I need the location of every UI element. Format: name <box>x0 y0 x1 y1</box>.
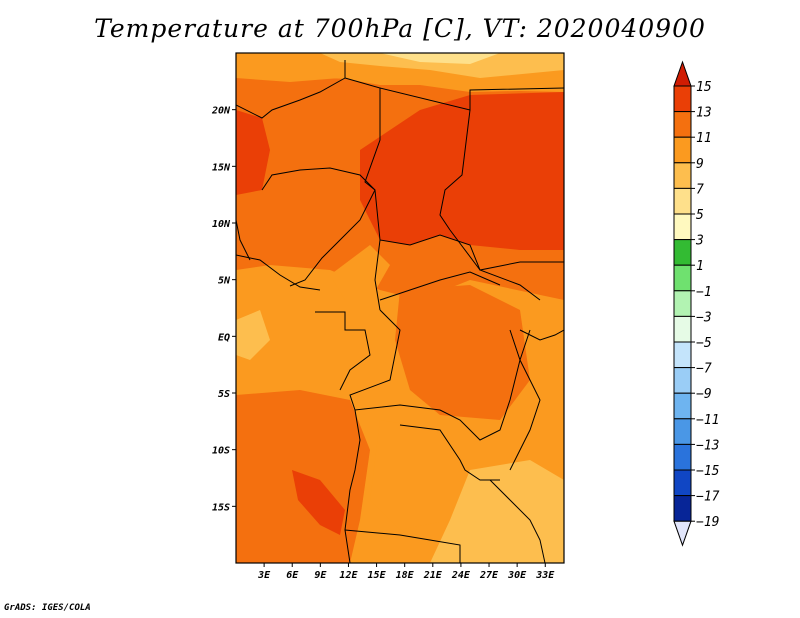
border-drc <box>349 309 531 441</box>
y-tick-label: 5N <box>218 276 231 287</box>
colorbar-swatch <box>673 162 692 189</box>
colorbar-label: −9 <box>696 387 712 402</box>
colorbar-label: 11 <box>696 131 712 146</box>
y-tick-label: 10S <box>212 446 230 457</box>
country-borders <box>236 60 564 563</box>
colorbar-label: 5 <box>696 208 704 223</box>
y-tick-label: EQ <box>218 332 230 343</box>
field-band-9-central <box>330 245 390 300</box>
y-tick-label: 15S <box>212 502 230 513</box>
colorbar-swatch <box>673 290 692 317</box>
x-tick-label: 33E <box>535 570 555 581</box>
colorbar-label: 15 <box>696 80 712 95</box>
colorbar-swatch <box>673 418 692 445</box>
border-namibia <box>344 529 461 563</box>
colorbar-label: −3 <box>696 310 712 325</box>
x-tick-label: 21E <box>423 570 443 581</box>
border-car-chad <box>379 234 564 271</box>
x-tick-label: 12E <box>339 570 358 581</box>
colorbar-label: −19 <box>696 515 719 530</box>
y-tick-label: 20N <box>211 106 231 117</box>
colorbar-swatch <box>673 367 692 394</box>
x-tick-label: 24E <box>451 570 471 581</box>
border-angola <box>344 409 361 563</box>
colorbar-swatch <box>673 341 692 369</box>
field-band-9-south <box>370 420 470 530</box>
x-tick-label: 27E <box>479 570 499 581</box>
border-chad-libya <box>379 87 564 111</box>
colorbar-label: −15 <box>696 464 720 479</box>
border-sudan-southsudan <box>449 229 541 301</box>
field-band-13-southwest <box>292 470 345 535</box>
colorbar-bottom-arrow <box>673 520 692 547</box>
colorbar-swatch <box>673 111 692 138</box>
colorbar-label: −1 <box>696 285 712 300</box>
border-lake-victoria <box>519 329 564 341</box>
field-band-7-southeast <box>430 460 564 563</box>
colorbar-swatch <box>673 213 692 241</box>
border-zambia <box>399 424 500 481</box>
colorbar-label: −13 <box>696 438 719 453</box>
colorbar-swatch <box>673 469 692 497</box>
x-tick-label: 30E <box>507 570 527 581</box>
field-band-5-north <box>380 53 500 64</box>
x-tick-label: 18E <box>396 570 415 581</box>
colorbar-swatch <box>673 315 692 343</box>
border-mozambique <box>489 479 546 563</box>
field-band-11-east <box>395 285 530 420</box>
border-chad-sudan <box>439 109 471 231</box>
chart-title: Temperature at 700hPa [C], VT: 202004090… <box>94 14 706 43</box>
y-tick-label: 10N <box>212 219 231 230</box>
border-cameroon-car <box>374 189 381 311</box>
colorbar-swatch <box>673 85 692 113</box>
border-west-coast <box>236 254 321 291</box>
border-car-drc <box>379 271 501 301</box>
coastline-west <box>236 219 251 261</box>
x-tick-label: 15E <box>368 570 387 581</box>
colorbar-swatch <box>673 239 692 266</box>
colorbar: 15 13 11 9 7 5 3 1 −1 −3 −5 −7 −9 −11 −13 −15 −17 −19 <box>673 60 720 547</box>
y-axis-ticks: 20N 15N 10N 5N EQ 5S 10S 15S <box>211 106 236 513</box>
y-tick-label: 5S <box>218 389 230 400</box>
colorbar-label: 3 <box>695 234 704 249</box>
map-frame <box>235 52 565 564</box>
field-band-7-west <box>236 310 270 360</box>
grads-credit: GrADS: IGES/COLA <box>4 603 91 613</box>
colorbar-label: −11 <box>696 413 719 428</box>
y-tick-label: 15N <box>212 162 231 173</box>
colorbar-label: −7 <box>696 362 712 377</box>
x-tick-label: 6E <box>286 570 299 581</box>
colorbar-label: 7 <box>696 182 704 197</box>
x-tick-label: 3E <box>257 570 271 581</box>
colorbar-swatch <box>673 264 692 292</box>
colorbar-top-arrow <box>673 60 692 87</box>
colorbar-swatch <box>673 187 692 215</box>
colorbar-swatch <box>673 443 692 471</box>
x-tick-label: 9E <box>314 570 327 581</box>
colorbar-label: −5 <box>696 336 712 351</box>
colorbar-label: −17 <box>696 490 720 505</box>
x-axis-ticks: 3E 6E 9E 12E 15E 18E 21E 24E 27E 30E 33E <box>257 563 555 581</box>
colorbar-label: 9 <box>696 157 704 172</box>
border-east-africa <box>509 329 541 471</box>
colorbar-swatch <box>673 392 692 420</box>
colorbar-swatch <box>673 136 692 164</box>
field-band-7-north <box>320 53 564 78</box>
colorbar-swatch <box>673 495 692 522</box>
border-congo-gabon <box>315 311 371 391</box>
field-band-13-west <box>236 110 270 195</box>
colorbar-label: 13 <box>696 106 712 121</box>
temperature-field <box>236 53 564 563</box>
border-niger-chad <box>344 77 381 191</box>
colorbar-label: 1 <box>696 259 704 274</box>
